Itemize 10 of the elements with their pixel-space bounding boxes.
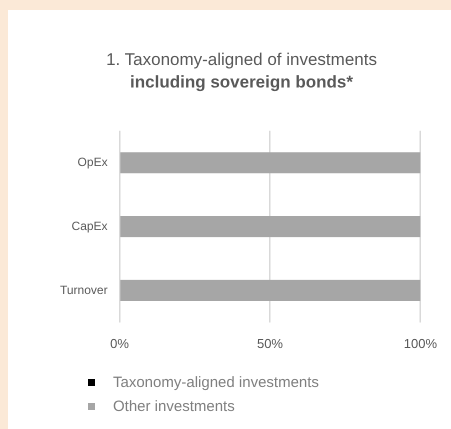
chart-subtitle: including sovereign bonds* <box>130 72 354 92</box>
y-tick-label: CapEx <box>72 218 108 233</box>
x-tick-label: 100% <box>404 336 438 351</box>
x-tick-label: 0% <box>110 336 130 351</box>
legend-label: Other investments <box>113 398 235 414</box>
y-tick-label: Turnover <box>60 282 108 297</box>
x-tick-label: 50% <box>256 336 284 351</box>
legend-label: Taxonomy-aligned investments <box>113 374 319 390</box>
y-tick-label: OpEx <box>78 155 108 170</box>
chart-title: 1. Taxonomy-aligned of investments <box>106 50 377 69</box>
